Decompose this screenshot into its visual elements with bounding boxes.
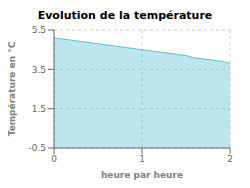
html-text:Evolution de la température: Evolution de la température — [37, 9, 213, 22]
svg-text:heure par heure: heure par heure — [101, 170, 183, 180]
svg-text:1: 1 — [139, 154, 145, 164]
svg-text:1.5: 1.5 — [32, 104, 46, 114]
svg-text:0: 0 — [51, 154, 57, 164]
svg-text:Température en °C: Température en °C — [8, 41, 17, 136]
svg-text:-0.5: -0.5 — [28, 143, 46, 153]
svg-text:5.5: 5.5 — [32, 25, 46, 35]
svg-text:2: 2 — [227, 154, 233, 164]
svg-text:3.5: 3.5 — [32, 65, 46, 75]
